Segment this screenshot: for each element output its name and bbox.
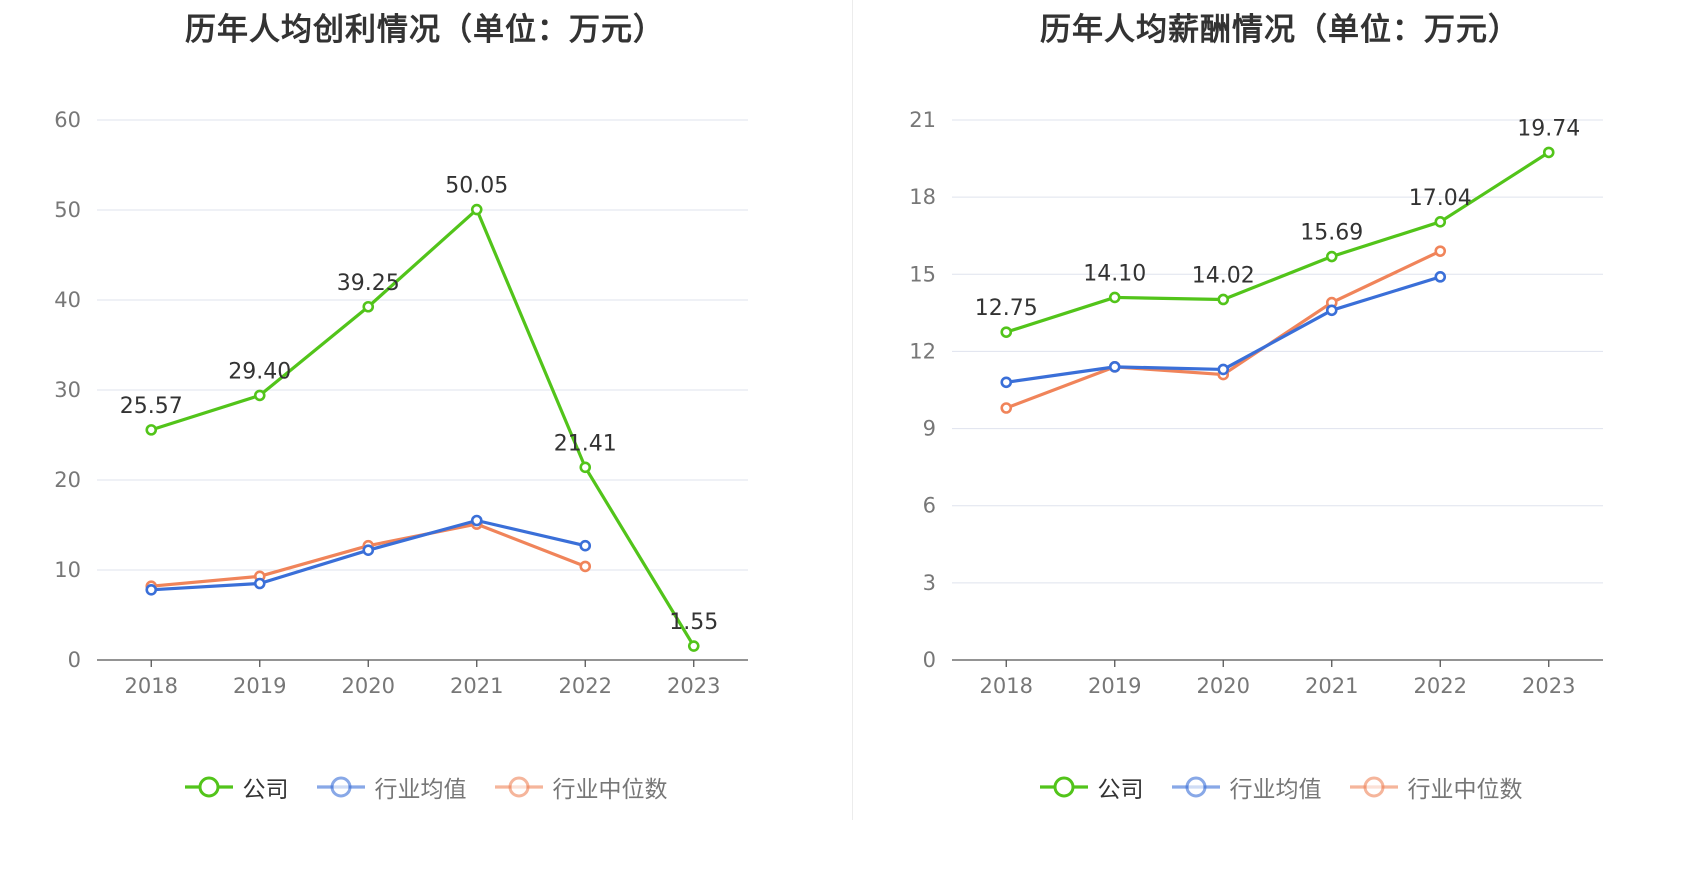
x-tick-label: 2019 xyxy=(233,674,286,698)
legend-item[interactable]: 公司 xyxy=(183,770,289,804)
y-tick-label: 0 xyxy=(68,648,81,672)
legend-item[interactable]: 行业中位数 xyxy=(493,770,668,804)
legend-line-marker-icon xyxy=(316,776,365,798)
x-tick-label: 2021 xyxy=(1305,674,1358,698)
x-tick-label: 2019 xyxy=(1088,674,1141,698)
y-tick-label: 50 xyxy=(54,198,81,222)
data-point[interactable] xyxy=(1325,250,1338,263)
data-point[interactable] xyxy=(579,560,592,573)
x-tick-label: 2022 xyxy=(1414,674,1467,698)
data-label: 1.55 xyxy=(669,610,718,635)
legend-item[interactable]: 行业均值 xyxy=(315,770,467,804)
data-point[interactable] xyxy=(1217,293,1230,306)
y-tick-label: 30 xyxy=(54,378,81,402)
y-tick-label: 9 xyxy=(923,417,936,441)
data-label: 12.75 xyxy=(975,296,1038,321)
legend-line-marker-icon xyxy=(1349,776,1398,798)
legend-label: 行业中位数 xyxy=(552,777,668,803)
series-line xyxy=(1005,151,1550,334)
y-tick-label: 40 xyxy=(54,288,81,312)
data-point[interactable] xyxy=(1000,402,1013,414)
data-label: 19.74 xyxy=(1517,116,1580,141)
x-tick-label: 2023 xyxy=(667,674,720,698)
y-tick-label: 0 xyxy=(923,648,936,672)
data-point[interactable] xyxy=(253,577,266,590)
data-label: 39.25 xyxy=(337,271,400,296)
legend-line-marker-icon xyxy=(184,776,233,798)
data-point[interactable] xyxy=(1542,146,1555,159)
y-tick-label: 18 xyxy=(909,185,936,209)
data-point[interactable] xyxy=(362,544,375,557)
y-tick-label: 12 xyxy=(909,339,936,363)
y-tick-label: 10 xyxy=(54,558,81,582)
data-point[interactable] xyxy=(1108,361,1121,373)
data-label: 15.69 xyxy=(1300,221,1363,246)
y-tick-label: 60 xyxy=(54,108,81,132)
data-point[interactable] xyxy=(470,514,483,527)
chart-legend: 公司 行业均值 行业中位数 xyxy=(0,770,850,804)
data-point[interactable] xyxy=(687,640,700,652)
chart-panel-per-capita-salary: 历年人均薪酬情况（单位：万元） 0 3 6 9 12 15 18 21 2018 2019 2020… xyxy=(855,0,1700,874)
legend-item[interactable]: 行业均值 xyxy=(1170,770,1322,804)
data-label: 14.10 xyxy=(1083,261,1146,286)
data-label: 14.02 xyxy=(1192,263,1255,288)
y-tick-label: 20 xyxy=(54,468,81,492)
data-label: 50.05 xyxy=(445,174,508,199)
x-tick-label: 2022 xyxy=(559,674,612,698)
legend-label: 公司 xyxy=(1097,777,1144,803)
data-label: 17.04 xyxy=(1409,186,1472,211)
x-tick-label: 2018 xyxy=(125,674,178,698)
chart-title: 历年人均薪酬情况（单位：万元） xyxy=(1040,12,1520,48)
legend-item[interactable]: 行业中位数 xyxy=(1348,770,1523,804)
legend-line-marker-icon xyxy=(1039,776,1088,798)
data-point[interactable] xyxy=(1434,216,1447,228)
chart-legend: 公司 行业均值 行业中位数 xyxy=(855,770,1700,804)
legend-label: 行业均值 xyxy=(374,777,467,803)
y-tick-label: 21 xyxy=(909,108,936,132)
data-point[interactable] xyxy=(470,203,483,216)
x-tick-label: 2018 xyxy=(980,674,1033,698)
data-point[interactable] xyxy=(579,539,592,552)
data-point[interactable] xyxy=(1434,245,1447,257)
data-point[interactable] xyxy=(145,424,158,436)
x-tick-label: 2021 xyxy=(450,674,503,698)
data-point[interactable] xyxy=(579,461,592,474)
data-point[interactable] xyxy=(1000,376,1013,389)
y-tick-label: 3 xyxy=(923,571,936,595)
legend-label: 行业中位数 xyxy=(1407,777,1523,803)
data-point[interactable] xyxy=(362,300,375,313)
legend-line-marker-icon xyxy=(1171,776,1220,798)
y-tick-label: 6 xyxy=(923,494,936,518)
legend-label: 行业均值 xyxy=(1229,777,1322,803)
legend-item[interactable]: 公司 xyxy=(1038,770,1144,804)
data-point[interactable] xyxy=(145,583,158,596)
data-label: 29.40 xyxy=(228,359,291,384)
y-tick-label: 15 xyxy=(909,262,936,286)
chart-panel-per-capita-profit: 历年人均创利情况（单位：万元） 0 10 20 30 40 50 60 2018 2019 202… xyxy=(0,12,850,804)
legend-line-marker-icon xyxy=(494,776,543,798)
data-label: 21.41 xyxy=(554,431,617,456)
data-label: 25.57 xyxy=(120,394,183,419)
data-point[interactable] xyxy=(1325,304,1338,317)
data-point[interactable] xyxy=(1434,271,1447,283)
x-tick-label: 2023 xyxy=(1522,674,1575,698)
panel-divider xyxy=(852,0,853,820)
data-point[interactable] xyxy=(1108,291,1121,304)
line-chart-plot: 0 3 6 9 12 15 18 21 2018 2019 2020 2021 2022 2023 12.7… xyxy=(909,108,1603,698)
data-point[interactable] xyxy=(1217,363,1230,376)
chart-title: 历年人均创利情况（单位：万元） xyxy=(185,12,665,48)
data-point[interactable] xyxy=(1000,326,1013,338)
legend-label: 公司 xyxy=(242,777,289,803)
data-point[interactable] xyxy=(253,389,266,402)
series-line xyxy=(150,207,696,647)
x-tick-label: 2020 xyxy=(1197,674,1250,698)
line-chart-plot: 0 10 20 30 40 50 60 2018 2019 2020 2021 2022 2023 25.… xyxy=(54,108,748,698)
x-tick-label: 2020 xyxy=(342,674,395,698)
